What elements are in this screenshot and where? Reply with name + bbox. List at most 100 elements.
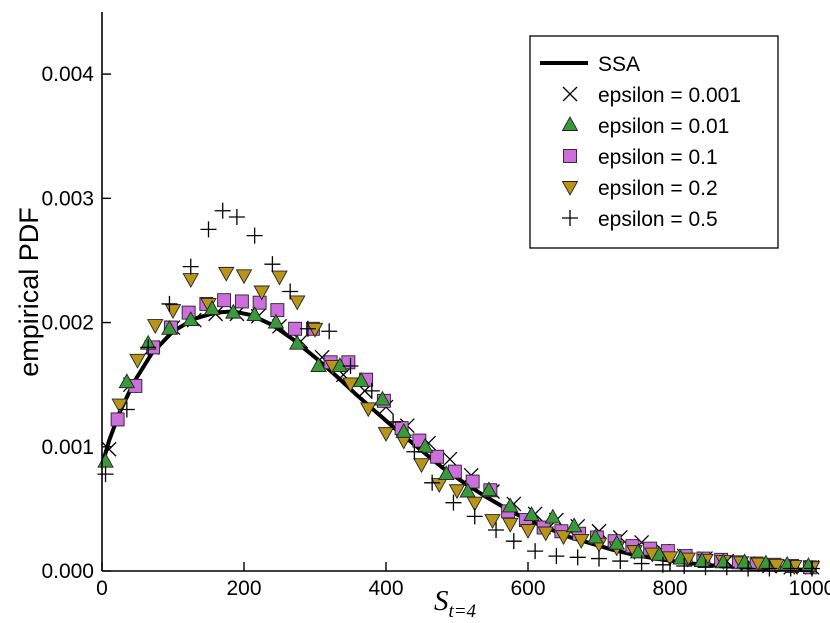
data-point xyxy=(118,373,136,389)
data-point xyxy=(484,514,501,529)
x-tick-label: 400 xyxy=(368,577,403,600)
data-point xyxy=(430,478,448,493)
data-point xyxy=(480,481,498,497)
data-point xyxy=(331,357,349,372)
data-point xyxy=(299,320,316,337)
data-point xyxy=(782,560,799,577)
x-tick-label: 200 xyxy=(226,577,261,600)
legend-label: epsilon = 0.01 xyxy=(598,115,729,138)
data-point xyxy=(442,451,458,467)
series-epsilon-0-001 xyxy=(101,306,820,575)
data-point xyxy=(182,311,200,327)
data-point xyxy=(352,372,370,387)
data-point xyxy=(654,556,671,573)
data-point xyxy=(203,299,221,315)
y-tick-label: 0.001 xyxy=(41,436,94,459)
legend-marker-swatch xyxy=(562,210,578,226)
legend-marker-swatch xyxy=(563,149,577,163)
data-point xyxy=(501,517,519,533)
data-point xyxy=(565,517,583,533)
x-tick-label: 0 xyxy=(96,577,108,600)
data-point xyxy=(445,494,462,511)
data-point xyxy=(310,357,327,372)
data-point xyxy=(246,227,263,244)
data-point xyxy=(466,508,483,525)
data-point xyxy=(161,295,178,312)
legend: SSA epsilon = 0.001 epsilon = 0.01 epsilon … xyxy=(529,35,779,249)
data-point xyxy=(306,322,324,338)
data-point xyxy=(501,497,519,513)
legend-label: epsilon = 0.2 xyxy=(598,177,718,200)
data-point xyxy=(374,390,391,406)
data-point xyxy=(591,550,607,567)
data-point xyxy=(214,202,231,219)
legend-label: epsilon = 0.1 xyxy=(598,146,718,169)
data-point xyxy=(740,560,757,577)
data-point xyxy=(633,555,650,572)
data-point xyxy=(424,474,441,491)
axes xyxy=(101,12,812,572)
y-tick-label: 0.000 xyxy=(41,560,94,583)
data-point xyxy=(608,534,626,550)
data-point xyxy=(321,323,338,340)
data-point xyxy=(270,303,285,318)
data-point xyxy=(129,353,146,369)
data-point xyxy=(359,402,377,418)
data-point xyxy=(288,334,306,350)
data-point xyxy=(488,522,505,539)
data-point xyxy=(555,530,572,546)
x-tick-label: 800 xyxy=(652,577,687,600)
data-point xyxy=(225,303,242,319)
legend-label: epsilon = 0.5 xyxy=(598,208,718,231)
data-point xyxy=(182,273,200,289)
x-tick-label: 1000 xyxy=(789,577,830,600)
data-point xyxy=(228,208,245,225)
data-point xyxy=(527,543,544,560)
data-point xyxy=(97,452,114,468)
data-point xyxy=(430,449,445,464)
data-point xyxy=(438,465,455,481)
data-point xyxy=(288,321,303,336)
data-point xyxy=(164,304,182,320)
data-point xyxy=(523,506,540,522)
data-point xyxy=(217,293,232,308)
data-point xyxy=(377,427,395,443)
legend-label: SSA xyxy=(598,53,640,76)
data-point xyxy=(271,270,288,286)
data-point xyxy=(519,524,537,539)
y-axis-title: empirical PDF xyxy=(14,207,44,377)
data-point xyxy=(234,294,249,309)
data-point xyxy=(569,549,586,566)
legend-box xyxy=(529,35,779,249)
data-point xyxy=(253,285,271,301)
data-point xyxy=(246,306,263,322)
data-point xyxy=(697,559,714,576)
data-point xyxy=(718,559,735,576)
data-point xyxy=(548,548,565,565)
legend-entry: epsilon = 0.001 xyxy=(562,84,741,107)
data-point xyxy=(97,466,114,483)
data-point xyxy=(288,295,306,311)
data-point xyxy=(146,319,164,334)
x-axis-title-sub: t=4 xyxy=(448,601,476,622)
legend-marker-swatch xyxy=(562,86,578,102)
data-point xyxy=(768,558,785,574)
legend-entry: epsilon = 0.5 xyxy=(562,208,718,231)
data-point xyxy=(416,437,434,453)
y-tick-label: 0.002 xyxy=(41,312,94,335)
legend-entry: epsilon = 0.1 xyxy=(563,146,718,169)
data-point xyxy=(587,528,604,544)
series-epsilon-0-5 xyxy=(97,202,820,577)
data-point xyxy=(406,443,423,460)
data-point xyxy=(385,413,402,430)
data-point xyxy=(101,441,117,457)
data-point xyxy=(448,484,466,500)
series-epsilon-0-01 xyxy=(97,299,817,572)
data-point xyxy=(200,221,217,238)
tick-group: 0.000 0.001 0.002 0.003 0.004 0 200 400 600 800 10… xyxy=(41,63,830,600)
data-point xyxy=(111,398,129,414)
data-point xyxy=(110,412,125,427)
legend-marker-swatch xyxy=(561,181,579,196)
data-point xyxy=(395,422,413,438)
data-point xyxy=(140,339,157,356)
